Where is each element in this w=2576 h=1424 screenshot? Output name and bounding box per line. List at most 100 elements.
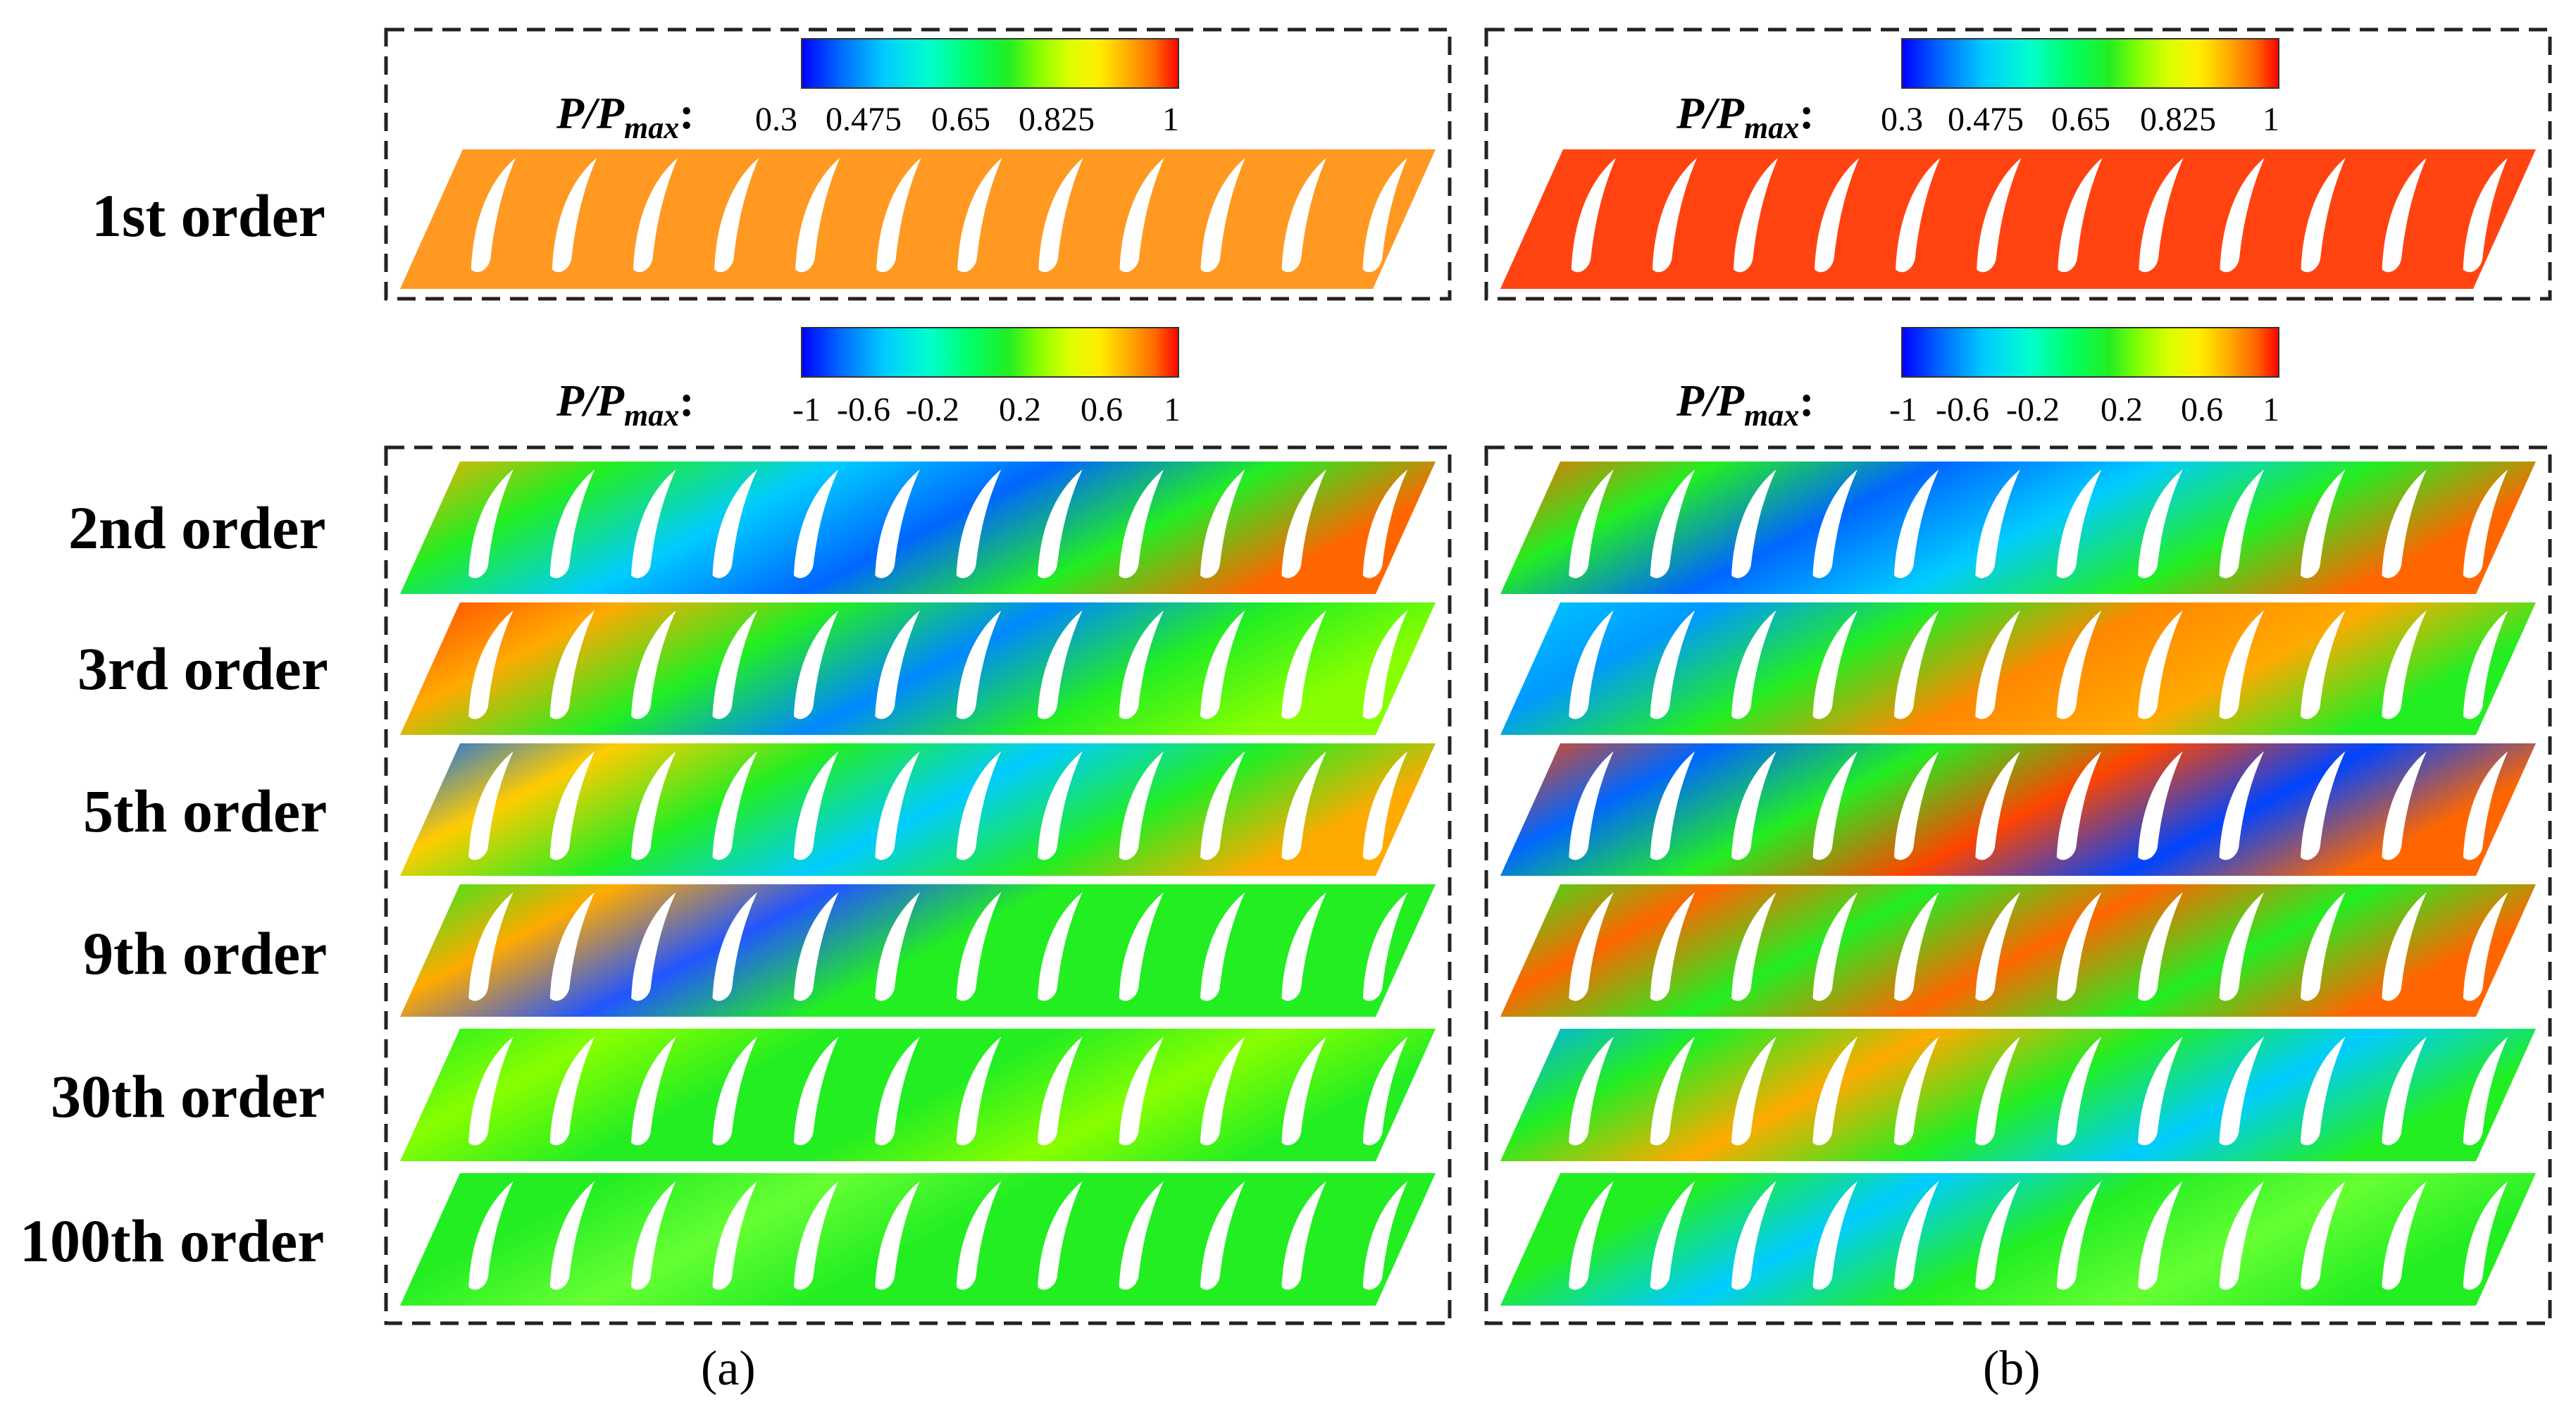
blade-profile — [1893, 1036, 1939, 1146]
blade-profile — [549, 892, 595, 1001]
tick-label: -1 — [792, 391, 821, 428]
blade-profile — [1200, 469, 1245, 578]
blade-profile — [2219, 1036, 2265, 1146]
colorbar-label-main: P/P — [556, 376, 625, 426]
blade-profile — [1731, 610, 1777, 719]
blade-profile — [2219, 469, 2265, 578]
blade-profile — [1362, 157, 1408, 273]
blade-profile — [2219, 751, 2265, 860]
blade-profile — [2301, 157, 2346, 273]
colorbar-label-colon: : — [679, 376, 694, 426]
colorbar-label-sub: max — [1744, 398, 1799, 433]
blade-profile — [468, 1181, 514, 1290]
blade-profile — [1650, 610, 1695, 719]
contour-strip — [1500, 602, 2536, 735]
panel-label-a: (a) — [701, 1342, 756, 1396]
blade-profile — [471, 157, 516, 273]
blade-profile — [1281, 751, 1326, 860]
blade-profile — [956, 1036, 1002, 1146]
tick-label: 1 — [2263, 101, 2279, 138]
blade-profile — [1812, 892, 1858, 1001]
contour-strip — [400, 602, 1436, 735]
row-label-30th-order: 30th order — [51, 1063, 325, 1130]
row-label-2nd-order: 2nd order — [68, 494, 326, 562]
blade-profile — [1731, 1036, 1777, 1146]
colorbar-a-bottom: P/Pmax: -1 -0.6 -0.2 0.2 0.6 1 — [556, 327, 1181, 433]
blade-profile — [2301, 610, 2346, 719]
blade-profile — [1362, 751, 1408, 860]
blade-profile — [1038, 469, 1083, 578]
blade-profile — [875, 1181, 920, 1290]
blade-profile — [2463, 157, 2508, 273]
blade-profile — [1733, 157, 1779, 273]
blade-profile — [1569, 1036, 1614, 1146]
colorbar-bar — [1901, 38, 2279, 89]
colorbar-label-sub: max — [624, 398, 679, 433]
blade-profile — [793, 1036, 839, 1146]
colorbar-label: P/Pmax: — [1676, 88, 1815, 145]
blade-profile — [2056, 469, 2102, 578]
panel-label-b: (b) — [1983, 1342, 2041, 1396]
row-label-1st-order: 1st order — [92, 182, 325, 249]
blade-profile — [2463, 1036, 2508, 1146]
blade-profile — [2219, 892, 2265, 1001]
contour-strip — [1500, 1029, 2536, 1161]
blade-profile — [1200, 610, 1245, 719]
blade-profile — [631, 1181, 676, 1290]
blade-profile — [1812, 751, 1858, 860]
blade-profile — [1975, 1036, 2020, 1146]
blade-profile — [793, 1181, 839, 1290]
blade-profile — [875, 751, 920, 860]
blade-profile — [2301, 1036, 2346, 1146]
blade-profile — [631, 751, 676, 860]
blade-profile — [1571, 157, 1617, 273]
blade-profile — [633, 157, 678, 273]
blade-profile — [468, 751, 514, 860]
blade-profile — [1650, 1181, 1695, 1290]
tick-label: 0.475 — [1948, 101, 2024, 138]
blade-profile — [1731, 751, 1777, 860]
blade-profile — [2138, 610, 2183, 719]
blade-profile — [1281, 157, 1326, 273]
blade-profile — [956, 892, 1002, 1001]
blade-profile — [468, 610, 514, 719]
blade-profile — [1569, 1181, 1614, 1290]
blade-profile — [468, 892, 514, 1001]
tick-label: 1 — [1164, 391, 1181, 428]
blade-profile — [549, 751, 595, 860]
blade-profile — [1650, 892, 1695, 1001]
blade-profile — [795, 157, 840, 273]
colorbar-label-sub: max — [1744, 111, 1799, 145]
tick-label: 0.6 — [2181, 391, 2223, 428]
tick-label: 0.3 — [1881, 101, 1923, 138]
blade-profile — [1569, 469, 1614, 578]
blade-profile — [549, 1036, 595, 1146]
blade-profile — [2219, 1181, 2265, 1290]
blade-profile — [1731, 892, 1777, 1001]
blade-profile — [2056, 1036, 2102, 1146]
blade-profile — [1893, 751, 1939, 860]
blade-profile — [1281, 610, 1326, 719]
blade-profile — [875, 1036, 920, 1146]
blade-profile — [1650, 751, 1695, 860]
blade-profile — [2463, 469, 2508, 578]
blade-profile — [956, 751, 1002, 860]
blade-profile — [1362, 1036, 1408, 1146]
blade-profile — [1569, 610, 1614, 719]
blade-profile — [1975, 610, 2020, 719]
blade-profile — [549, 469, 595, 578]
blade-profile — [1893, 1181, 1939, 1290]
blade-profile — [1975, 469, 2020, 578]
blade-profile — [1975, 892, 2020, 1001]
blade-profile — [875, 469, 920, 578]
contour-strip — [1500, 462, 2536, 594]
blade-profile — [1038, 610, 1083, 719]
blade-profile — [631, 1036, 676, 1146]
blade-profile — [793, 751, 839, 860]
tick-label: 0.2 — [2101, 391, 2143, 428]
blade-profile — [2219, 610, 2265, 719]
blade-profile — [2220, 157, 2265, 273]
blade-profile — [2139, 157, 2184, 273]
frame-a-first-order — [384, 27, 1452, 301]
